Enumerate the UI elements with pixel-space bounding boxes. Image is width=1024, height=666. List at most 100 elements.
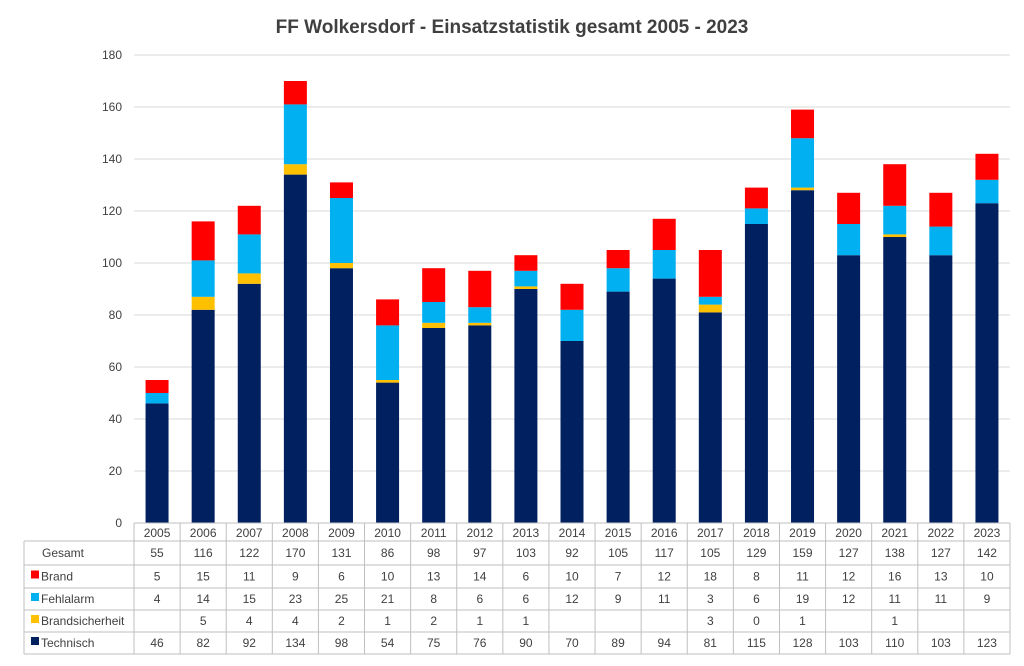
table-cell-value: 2 xyxy=(338,614,345,628)
y-tick-label: 120 xyxy=(102,204,122,218)
bar-segment-fehlalarm xyxy=(883,205,907,235)
table-cell-value: 6 xyxy=(523,592,530,606)
table-row-label: Gesamt xyxy=(42,546,85,560)
bar-segment-fehlalarm xyxy=(837,224,861,256)
table-cell-value: 1 xyxy=(476,614,483,628)
table-row-label: Technisch xyxy=(41,636,94,650)
x-tick-label: 2008 xyxy=(282,526,309,540)
table-cell-value: 14 xyxy=(473,570,487,584)
y-tick-label: 100 xyxy=(102,256,122,270)
table-cell-value: 10 xyxy=(980,570,994,584)
table-cell-value: 15 xyxy=(243,592,257,606)
table-cell-value: 103 xyxy=(839,636,859,650)
table-cell-value: 6 xyxy=(753,592,760,606)
x-tick-label: 2017 xyxy=(697,526,724,540)
table-cell-value: 103 xyxy=(516,546,536,560)
x-tick-label: 2019 xyxy=(789,526,816,540)
table-cell-value: 12 xyxy=(565,592,579,606)
table-cell-value: 105 xyxy=(608,546,628,560)
table-cell-value: 82 xyxy=(196,636,210,650)
table-cell-value: 11 xyxy=(243,570,256,584)
table-cell-value: 4 xyxy=(292,614,299,628)
y-tick-label: 160 xyxy=(102,100,122,114)
table-cell-value: 105 xyxy=(700,546,720,560)
bar-segment-fehlalarm xyxy=(422,302,446,323)
table-cell-value: 4 xyxy=(246,614,253,628)
x-tick-label: 2014 xyxy=(559,526,586,540)
y-tick-label: 180 xyxy=(102,48,122,62)
bar-segment-brand xyxy=(744,187,768,209)
bar-segment-fehlalarm xyxy=(791,138,815,188)
table-cell-value: 2 xyxy=(430,614,437,628)
bar-segment-fehlalarm xyxy=(468,307,492,323)
bar-segment-brandsicherheit xyxy=(698,304,722,313)
table-cell-value: 1 xyxy=(799,614,806,628)
table-cell-value: 10 xyxy=(381,570,395,584)
table-cell-value: 138 xyxy=(885,546,905,560)
x-tick-label: 2005 xyxy=(144,526,171,540)
bar-segment-brand xyxy=(283,81,307,105)
table-cell-value: 10 xyxy=(565,570,579,584)
data-table: 2005 2006 2007 2008 2009 2010 2011 2012 2013 2014… xyxy=(23,522,1011,655)
bar-segment-brandsicherheit xyxy=(283,164,307,175)
bars xyxy=(145,81,999,523)
x-tick-label: 2013 xyxy=(513,526,540,540)
bar-segment-brandsicherheit xyxy=(514,286,538,289)
bar-segment-fehlalarm xyxy=(514,270,538,287)
bar-segment-brand xyxy=(606,250,630,269)
bar-segment-brandsicherheit xyxy=(422,322,446,328)
table-cell-value: 129 xyxy=(746,546,766,560)
bar-segment-technisch xyxy=(514,289,538,523)
y-tick-label: 0 xyxy=(115,516,122,530)
bar-segment-fehlalarm xyxy=(744,208,768,224)
bar-segment-brand xyxy=(514,255,538,271)
table-cell-value: 86 xyxy=(381,546,395,560)
chart-title: FF Wolkersdorf - Einsatzstatistik gesamt… xyxy=(276,17,749,38)
table-cell-value: 97 xyxy=(473,546,487,560)
table-cell-value: 8 xyxy=(753,570,760,584)
table-cell-value: 21 xyxy=(381,592,395,606)
table-cell-value: 127 xyxy=(839,546,859,560)
bar-segment-brandsicherheit xyxy=(376,380,400,383)
table-cell-value: 55 xyxy=(150,546,164,560)
bar-segment-brand xyxy=(975,153,999,180)
table-cell-value: 11 xyxy=(935,592,948,606)
y-tick-label: 80 xyxy=(109,308,123,322)
bar-segment-technisch xyxy=(744,224,768,523)
bar-segment-brand xyxy=(376,299,400,326)
x-tick-label: 2022 xyxy=(927,526,954,540)
table-cell-value: 128 xyxy=(793,636,813,650)
x-tick-label: 2006 xyxy=(190,526,217,540)
table-cell-value: 89 xyxy=(611,636,625,650)
y-axis: 0 20 40 60 80 100 120 140 160 180 xyxy=(102,48,122,530)
table-cell-value: 16 xyxy=(888,570,902,584)
bar-segment-brandsicherheit xyxy=(883,234,907,237)
bar-segment-fehlalarm xyxy=(606,268,630,292)
table-cell-value: 9 xyxy=(984,592,991,606)
bar-segment-technisch xyxy=(422,328,446,523)
bar-segment-brand xyxy=(929,192,953,227)
table-cell-value: 11 xyxy=(796,570,809,584)
table-cell-value: 5 xyxy=(154,570,161,584)
bar-segment-brand xyxy=(837,192,861,224)
table-cell-value: 92 xyxy=(565,546,579,560)
bar-segment-fehlalarm xyxy=(237,234,261,274)
y-tick-label: 60 xyxy=(109,360,123,374)
bar-segment-fehlalarm xyxy=(698,296,722,305)
table-cell-value: 117 xyxy=(655,546,674,560)
bar-segment-brand xyxy=(237,205,261,235)
table-row-label: Brandsicherheit xyxy=(41,614,125,628)
table-cell-value: 7 xyxy=(615,570,622,584)
bar-segment-technisch xyxy=(652,278,676,523)
bar-segment-brand xyxy=(191,221,215,261)
bar-segment-brandsicherheit xyxy=(237,273,261,284)
table-cell-value: 6 xyxy=(476,592,483,606)
table-cell-value: 46 xyxy=(150,636,164,650)
y-tick-label: 40 xyxy=(109,412,123,426)
bar-segment-brand xyxy=(652,218,676,250)
x-tick-label: 2020 xyxy=(835,526,862,540)
bar-segment-technisch xyxy=(191,309,215,523)
table-cell-value: 131 xyxy=(331,546,351,560)
bar-segment-technisch xyxy=(791,190,815,523)
